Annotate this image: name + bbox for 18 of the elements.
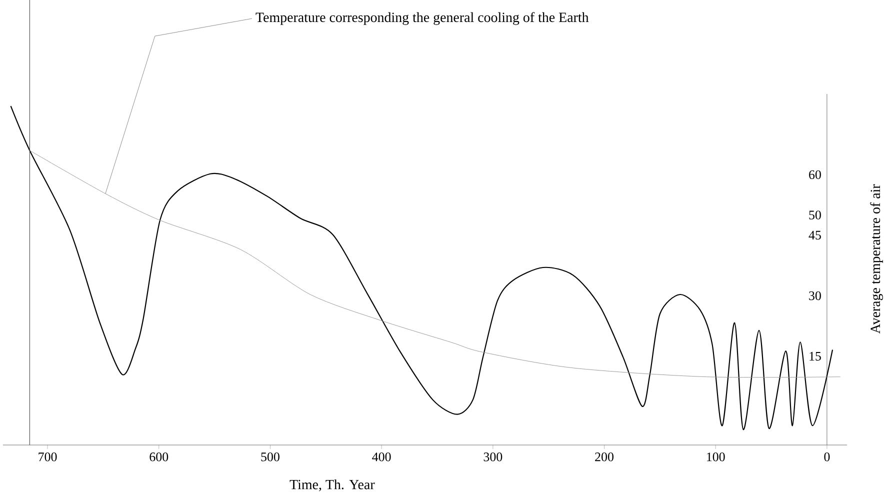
line-series [29, 150, 841, 378]
x-tick-label: 200 [595, 452, 614, 462]
annotation: Temperature corresponding the general cooling of the Earth [256, 12, 589, 25]
x-tick-label: 600 [150, 452, 168, 462]
y-tick-label: 15 [810, 352, 821, 361]
x-tick-label: 100 [707, 452, 725, 462]
x-tick-label: 700 [38, 452, 57, 462]
y-tick-label: 30 [809, 291, 821, 300]
x-tick-label: 400 [372, 452, 391, 462]
x-tick-label: 300 [484, 452, 502, 462]
y-tick-label: 50 [809, 210, 821, 220]
x-axis-title: Time, Th. Year [290, 479, 375, 492]
x-tick-label: 0 [824, 452, 830, 462]
x-tick-label: 500 [261, 452, 280, 462]
line-series [10, 106, 834, 430]
y-tick-label: 60 [809, 170, 821, 180]
y-axis-title: Average temperature of air [870, 184, 883, 334]
y-tick-label: 45 [808, 230, 821, 240]
